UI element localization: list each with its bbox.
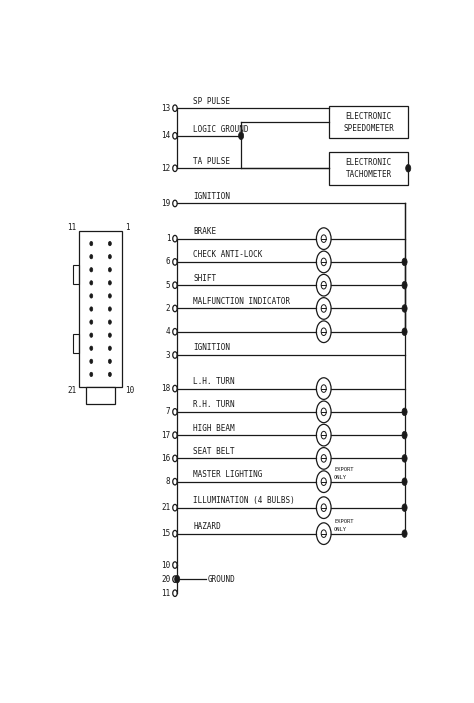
Text: 8: 8 <box>166 477 171 486</box>
Circle shape <box>90 268 93 272</box>
Circle shape <box>90 373 93 377</box>
Text: 2: 2 <box>166 304 171 313</box>
Text: 17: 17 <box>161 431 171 439</box>
Circle shape <box>174 575 180 583</box>
Text: LOGIC GROUND: LOGIC GROUND <box>193 125 249 134</box>
Text: HIGH BEAM: HIGH BEAM <box>193 424 235 432</box>
Text: BRAKE: BRAKE <box>193 227 217 236</box>
Text: 15: 15 <box>161 529 171 538</box>
Circle shape <box>90 320 93 324</box>
Circle shape <box>109 294 111 298</box>
Text: 11: 11 <box>67 224 76 232</box>
Text: MASTER LIGHTING: MASTER LIGHTING <box>193 470 263 479</box>
Circle shape <box>90 359 93 363</box>
Circle shape <box>90 333 93 337</box>
Text: ELECTRONIC: ELECTRONIC <box>346 158 392 167</box>
Text: SPEEDOMETER: SPEEDOMETER <box>343 124 394 134</box>
Circle shape <box>109 280 111 285</box>
Text: 10: 10 <box>125 386 134 394</box>
Circle shape <box>90 241 93 246</box>
Bar <box>80 231 122 387</box>
Text: TA PULSE: TA PULSE <box>193 157 230 167</box>
Text: EXPORT: EXPORT <box>334 520 354 524</box>
Text: ELECTRONIC: ELECTRONIC <box>346 112 392 122</box>
Circle shape <box>402 432 407 439</box>
Text: SP PULSE: SP PULSE <box>193 97 230 106</box>
Text: CHECK ANTI-LOCK: CHECK ANTI-LOCK <box>193 250 263 259</box>
Circle shape <box>109 268 111 272</box>
Bar <box>329 152 408 184</box>
Text: 18: 18 <box>161 384 171 393</box>
Text: 19: 19 <box>161 199 171 208</box>
Circle shape <box>109 346 111 350</box>
Text: MALFUNCTION INDICATOR: MALFUNCTION INDICATOR <box>193 297 291 306</box>
Text: 21: 21 <box>161 503 171 512</box>
Circle shape <box>402 304 407 312</box>
Text: 11: 11 <box>161 588 171 598</box>
Circle shape <box>238 132 244 140</box>
Text: 4: 4 <box>166 327 171 336</box>
Circle shape <box>402 478 407 486</box>
Circle shape <box>406 165 411 172</box>
Circle shape <box>402 455 407 462</box>
Text: 20: 20 <box>161 574 171 583</box>
Circle shape <box>90 254 93 259</box>
Text: ILLUMINATION (4 BULBS): ILLUMINATION (4 BULBS) <box>193 496 295 505</box>
Text: 1: 1 <box>166 234 171 243</box>
Text: SEAT BELT: SEAT BELT <box>193 447 235 456</box>
Text: TACHOMETER: TACHOMETER <box>346 170 392 179</box>
Bar <box>86 387 115 404</box>
Text: R.H. TURN: R.H. TURN <box>193 400 235 409</box>
Text: ONLY: ONLY <box>334 475 347 480</box>
Circle shape <box>90 346 93 350</box>
Circle shape <box>109 333 111 337</box>
Text: 3: 3 <box>166 351 171 359</box>
Circle shape <box>109 359 111 363</box>
Text: 16: 16 <box>161 454 171 463</box>
Text: 14: 14 <box>161 131 171 141</box>
Circle shape <box>402 281 407 289</box>
Text: 6: 6 <box>166 257 171 266</box>
Text: 13: 13 <box>161 103 171 112</box>
Bar <box>73 334 80 354</box>
Circle shape <box>109 320 111 324</box>
Text: IGNITION: IGNITION <box>193 344 230 352</box>
Circle shape <box>402 408 407 415</box>
Bar <box>329 106 408 138</box>
Text: ONLY: ONLY <box>334 527 347 532</box>
Circle shape <box>402 530 407 537</box>
Circle shape <box>90 280 93 285</box>
Circle shape <box>402 258 407 266</box>
Text: 12: 12 <box>161 164 171 173</box>
Text: 10: 10 <box>161 560 171 569</box>
Circle shape <box>109 241 111 246</box>
Circle shape <box>109 373 111 377</box>
Text: 5: 5 <box>166 280 171 290</box>
Circle shape <box>109 307 111 311</box>
Circle shape <box>90 307 93 311</box>
Text: 7: 7 <box>166 407 171 416</box>
Bar <box>73 265 80 284</box>
Text: 21: 21 <box>67 386 76 394</box>
Text: SHIFT: SHIFT <box>193 273 217 283</box>
Text: L.H. TURN: L.H. TURN <box>193 377 235 386</box>
Circle shape <box>402 504 407 512</box>
Circle shape <box>90 294 93 298</box>
Circle shape <box>109 254 111 259</box>
Text: 1: 1 <box>125 224 129 232</box>
Circle shape <box>402 328 407 335</box>
Text: EXPORT: EXPORT <box>334 467 354 472</box>
Text: HAZARD: HAZARD <box>193 522 221 531</box>
Text: GROUND: GROUND <box>208 574 236 583</box>
Text: IGNITION: IGNITION <box>193 193 230 202</box>
